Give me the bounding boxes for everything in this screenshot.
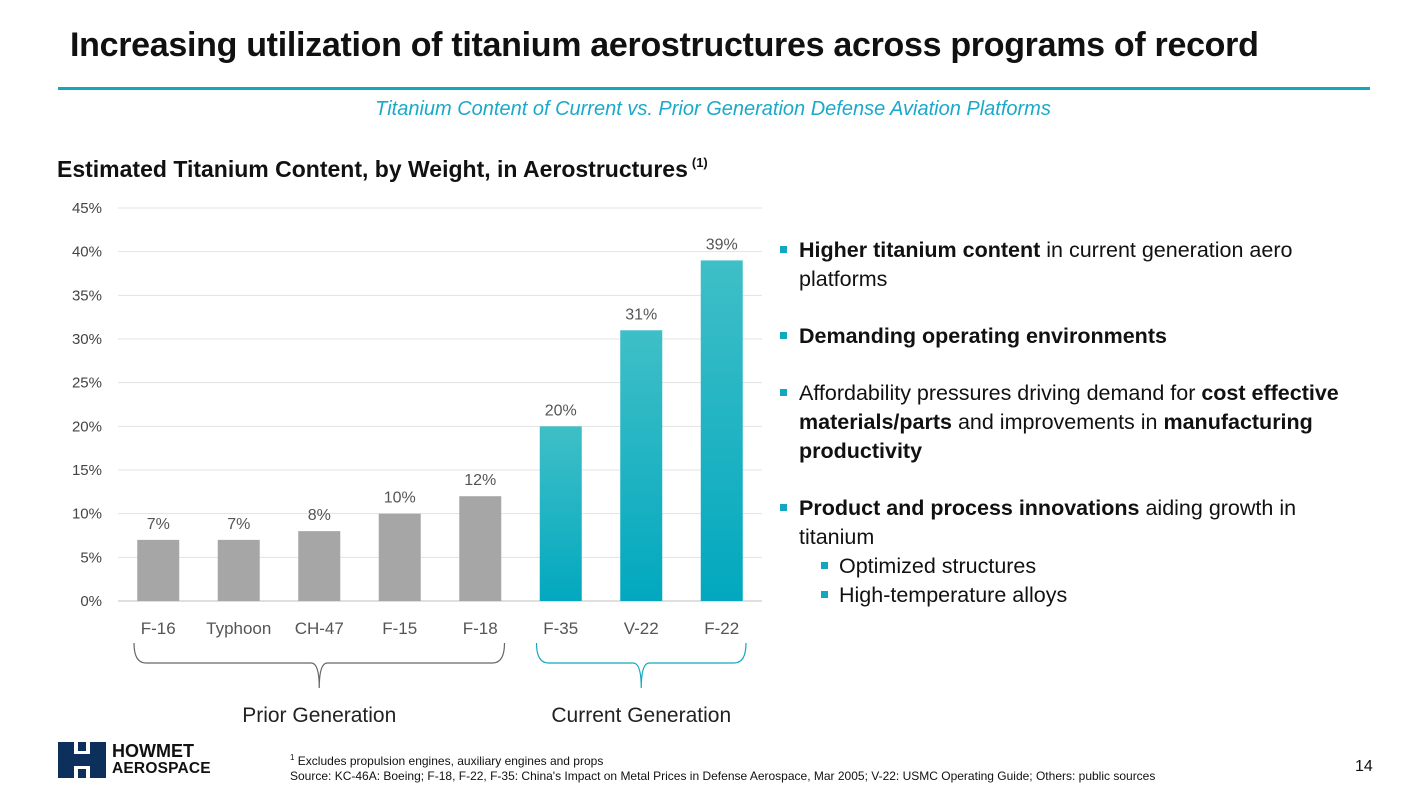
footnote-source: Source: KC-46A: Boeing; F-18, F-22, F-35… — [290, 769, 1156, 783]
footnote: 1 Excludes propulsion engines, auxiliary… — [290, 750, 1155, 784]
data-label-v-22: 31% — [625, 306, 657, 323]
data-label-typhoon: 7% — [227, 516, 250, 533]
chart-heading-footnote-ref: (1) — [691, 155, 708, 170]
bullet-square-icon — [780, 504, 787, 511]
x-tick-label: F-22 — [704, 619, 739, 638]
bullet-emphasis: Product and process innovations — [799, 496, 1140, 520]
sub-bullet-item: High-temperature alloys — [799, 581, 1358, 610]
group-label-prior: Prior Generation — [242, 704, 396, 727]
bar-ch-47 — [298, 531, 341, 601]
slide-subtitle: Titanium Content of Current vs. Prior Ge… — [375, 98, 1051, 120]
titanium-bar-chart: 0% 5% 10% 15% 20% 25% 30% 35% 40% 45% 7% 7% 8% 10% 12… — [72, 200, 762, 727]
howmet-logo-mark-icon — [58, 742, 106, 778]
bar-f-16 — [137, 539, 180, 601]
data-label-f-15: 10% — [384, 490, 416, 507]
chart-group-brackets: Prior Generation Current Generation — [133, 642, 747, 727]
y-tick-label: 5% — [80, 549, 102, 566]
bullet-emphasis: cost effective materials/parts — [799, 381, 1339, 434]
y-tick-label: 25% — [72, 375, 102, 392]
data-label-f-16: 7% — [147, 516, 170, 533]
bullet-square-icon — [780, 246, 787, 253]
bullet-square-icon — [821, 591, 828, 598]
bullet-text: Affordability pressures driving demand f… — [799, 381, 1202, 405]
footnote-marker: 1 — [290, 753, 295, 762]
bullet-emphasis: manufacturing productivity — [799, 410, 1313, 463]
chart-gridlines — [118, 207, 762, 602]
y-tick-label: 35% — [72, 287, 102, 304]
data-label-ch-47: 8% — [308, 507, 331, 524]
title-divider — [58, 87, 1370, 90]
chart-data-labels: 7% 7% 8% 10% 12% 20% 31% 39% — [147, 236, 738, 532]
group-bracket-prior — [133, 642, 506, 689]
y-tick-label: 10% — [72, 506, 102, 523]
page-number: 14 — [1355, 758, 1373, 775]
bullet-emphasis: Demanding operating environments — [799, 324, 1167, 348]
bar-f-18 — [459, 496, 502, 601]
bullet-square-icon — [821, 562, 828, 569]
howmet-logo-wordmark: HOWMET AEROSPACE — [112, 742, 211, 778]
sub-bullet-item: Optimized structures — [799, 552, 1358, 581]
x-tick-label: F-15 — [382, 619, 417, 638]
bullet-item: Demanding operating environments — [778, 322, 1358, 351]
bullet-text: and improvements in — [951, 410, 1164, 434]
y-tick-label: 30% — [72, 331, 102, 348]
logo-line-2: AEROSPACE — [112, 760, 211, 777]
sub-bullet-list: Optimized structures High-temperature all… — [799, 552, 1358, 610]
x-tick-label: F-35 — [543, 619, 578, 638]
x-tick-label: F-16 — [141, 619, 176, 638]
sub-bullet-text: High-temperature alloys — [839, 583, 1068, 607]
x-tick-label: Typhoon — [206, 619, 271, 638]
bullet-item: Product and process innovations aiding g… — [778, 494, 1358, 610]
bar-typhoon — [217, 539, 260, 601]
y-tick-label: 20% — [72, 418, 102, 435]
data-label-f-22: 39% — [706, 236, 738, 253]
x-tick-label: F-18 — [463, 619, 498, 638]
howmet-logo: HOWMET AEROSPACE — [58, 742, 218, 782]
bar-f-35 — [539, 426, 582, 601]
y-tick-label: 40% — [72, 244, 102, 261]
y-tick-label: 45% — [72, 200, 102, 217]
chart-heading-text: Estimated Titanium Content, by Weight, i… — [57, 156, 688, 182]
logo-line-1: HOWMET — [112, 741, 194, 761]
x-tick-label: CH-47 — [295, 619, 344, 638]
chart-bars — [137, 260, 743, 601]
footnote-line-1: Excludes propulsion engines, auxiliary e… — [297, 754, 604, 768]
slide-title: Increasing utilization of titanium aeros… — [70, 26, 1259, 64]
chart-x-axis: F-16 Typhoon CH-47 F-15 F-18 F-35 V-22 F-22 — [141, 619, 739, 638]
x-tick-label: V-22 — [624, 619, 659, 638]
bar-f-15 — [378, 513, 421, 601]
group-label-current: Current Generation — [551, 704, 731, 727]
bullet-square-icon — [780, 389, 787, 396]
bullet-text: aiding growth in titanium — [799, 496, 1297, 549]
bullet-emphasis: Higher titanium content — [799, 238, 1041, 262]
group-bracket-current — [535, 642, 747, 689]
y-tick-label: 0% — [80, 593, 102, 610]
y-tick-label: 15% — [72, 462, 102, 479]
key-points-list: Higher titanium content in current gener… — [778, 236, 1358, 638]
bar-f-22 — [700, 260, 743, 601]
data-label-f-35: 20% — [545, 402, 577, 419]
bullet-text: in current generation aero platforms — [799, 238, 1293, 291]
sub-bullet-text: Optimized structures — [839, 554, 1037, 578]
bullet-square-icon — [780, 332, 787, 339]
bullet-item: Higher titanium content in current gener… — [778, 236, 1358, 294]
bullet-item: Affordability pressures driving demand f… — [778, 379, 1358, 466]
bar-v-22 — [620, 330, 663, 601]
data-label-f-18: 12% — [464, 472, 496, 489]
chart-y-axis: 0% 5% 10% 15% 20% 25% 30% 35% 40% 45% — [72, 200, 102, 610]
chart-heading: Estimated Titanium Content, by Weight, i… — [57, 155, 708, 183]
